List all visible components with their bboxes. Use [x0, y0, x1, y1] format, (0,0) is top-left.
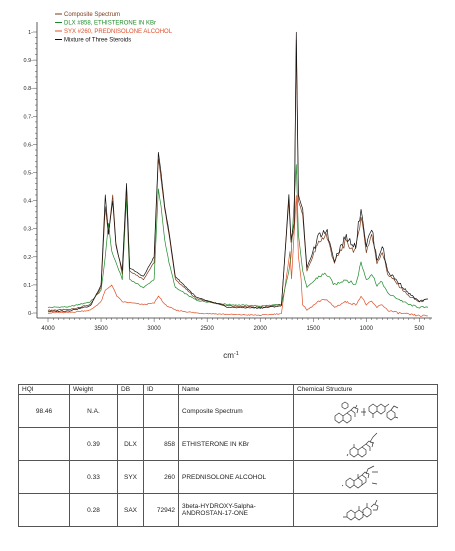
name-line-1: ETHISTERONE IN KBr [182, 440, 250, 448]
table-row[interactable]: 0.28 SAX 72942 3beta-HYDROXY-5alpha- ANDR… [18, 493, 438, 527]
legend-entry: Composite Spectrum [64, 12, 120, 18]
cell-weight: N.A. [69, 394, 118, 428]
header-db: DB [117, 384, 144, 395]
y-tick-label: 0.3- [24, 227, 34, 233]
table-row[interactable]: 0.33 SYX 260 PREDNISOLONE ALCOHOL [18, 460, 438, 494]
x-tick-label: 2000 [254, 326, 268, 332]
cell-hqi [18, 493, 70, 527]
cell-db: SYX [117, 460, 144, 494]
y-tick-label: 1- [28, 30, 33, 36]
cell-structure [293, 394, 438, 428]
series-line [47, 195, 428, 317]
molecule-structure-image [346, 432, 377, 458]
ir-spectrum-chart: 0- 0.1- 0.2- 0.3- 0.4- 0.5- 0.6- 0.7- 0.8- 0.9- 1-… [24, 12, 432, 360]
table-row[interactable]: 98.46 N.A. Composite Spectrum [18, 394, 438, 428]
y-tick-label: 0.9- [24, 58, 34, 64]
molecule-structure-image [342, 499, 378, 521]
cell-structure [293, 493, 438, 527]
cell-name: ETHISTERONE IN KBr [178, 427, 294, 461]
y-tick-label: 0.2- [24, 255, 34, 261]
header-chemical-structure: Chemical Structure [293, 384, 438, 395]
cell-name: 3beta-HYDROXY-5alpha- ANDROSTAN-17-ONE [178, 493, 294, 527]
x-axis-label: cm-1 [223, 351, 239, 360]
cell-db: DLX [117, 427, 144, 461]
cell-hqi [18, 427, 70, 461]
x-tick-label: 1500 [307, 326, 321, 332]
x-tick-label: 500 [414, 326, 425, 332]
cell-structure [293, 427, 438, 461]
molecule-structure-image [341, 465, 378, 489]
cell-weight: 0.39 [69, 427, 118, 461]
series-line [47, 31, 428, 313]
molecule-structure-image [334, 401, 398, 424]
legend-entry: Mixture of Three Steroids [64, 38, 131, 44]
y-tick-label: 0.7- [24, 114, 34, 120]
x-tick-label: 1000 [360, 326, 374, 332]
cell-name: Composite Spectrum [178, 394, 294, 428]
cell-db [117, 394, 144, 428]
y-tick-label: 0- [28, 311, 33, 317]
cell-db: SAX [117, 493, 144, 527]
x-axis-tick-labels: 4000 3500 3000 2500 2000 1500 1000 500 [41, 326, 425, 332]
y-axis-tick-labels: 0- 0.1- 0.2- 0.3- 0.4- 0.5- 0.6- 0.7- 0.8- 0.9- 1- [24, 30, 34, 317]
cell-weight: 0.33 [69, 460, 118, 494]
x-tick-label: 3000 [147, 326, 161, 332]
cell-id: 858 [143, 427, 179, 461]
header-id: ID [143, 384, 179, 395]
search-results-table: HQI Weight DB ID Name Chemical Structure… [18, 384, 438, 527]
name-line-1: Composite Spectrum [182, 407, 243, 415]
table-header-row: HQI Weight DB ID Name Chemical Structure [18, 384, 438, 395]
cell-structure [293, 460, 438, 494]
cell-hqi [18, 460, 70, 494]
name-line-1: PREDNISOLONE ALCOHOL [182, 473, 267, 481]
x-tick-label: 2500 [200, 326, 214, 332]
name-line-1: 3beta-HYDROXY-5alpha- [182, 503, 256, 510]
cell-id: 72942 [143, 493, 179, 527]
cell-weight: 0.28 [69, 493, 118, 527]
y-tick-label: 0.5- [24, 171, 34, 177]
series-line [47, 164, 429, 309]
y-tick-label: 0.6- [24, 142, 34, 148]
axis-ticks [33, 31, 431, 322]
header-name: Name [178, 384, 294, 395]
cell-name: PREDNISOLONE ALCOHOL [178, 460, 294, 494]
y-tick-label: 0.4- [24, 199, 34, 205]
cell-id: 260 [143, 460, 179, 494]
header-weight: Weight [69, 384, 118, 395]
table-row[interactable]: 0.39 DLX 858 ETHISTERONE IN KBr [18, 427, 438, 461]
cell-id [143, 394, 179, 428]
y-tick-label: 0.1- [24, 283, 34, 289]
header-hqi: HQI [18, 384, 70, 395]
series-line [47, 39, 428, 312]
plot-frame [36, 22, 432, 319]
cell-hqi: 98.46 [18, 394, 70, 428]
series-lines [47, 31, 429, 317]
legend: Composite Spectrum DLX #858, ETHISTERONE … [55, 12, 173, 44]
x-tick-label: 4000 [41, 326, 55, 332]
legend-entry: SYX #260, PREDNISOLONE ALCOHOL [64, 29, 173, 35]
legend-entry: DLX #858, ETHISTERONE IN KBr [64, 21, 156, 27]
y-tick-label: 0.8- [24, 86, 34, 92]
name-line-2: ANDROSTAN-17-ONE [182, 510, 248, 517]
x-tick-label: 3500 [94, 326, 108, 332]
